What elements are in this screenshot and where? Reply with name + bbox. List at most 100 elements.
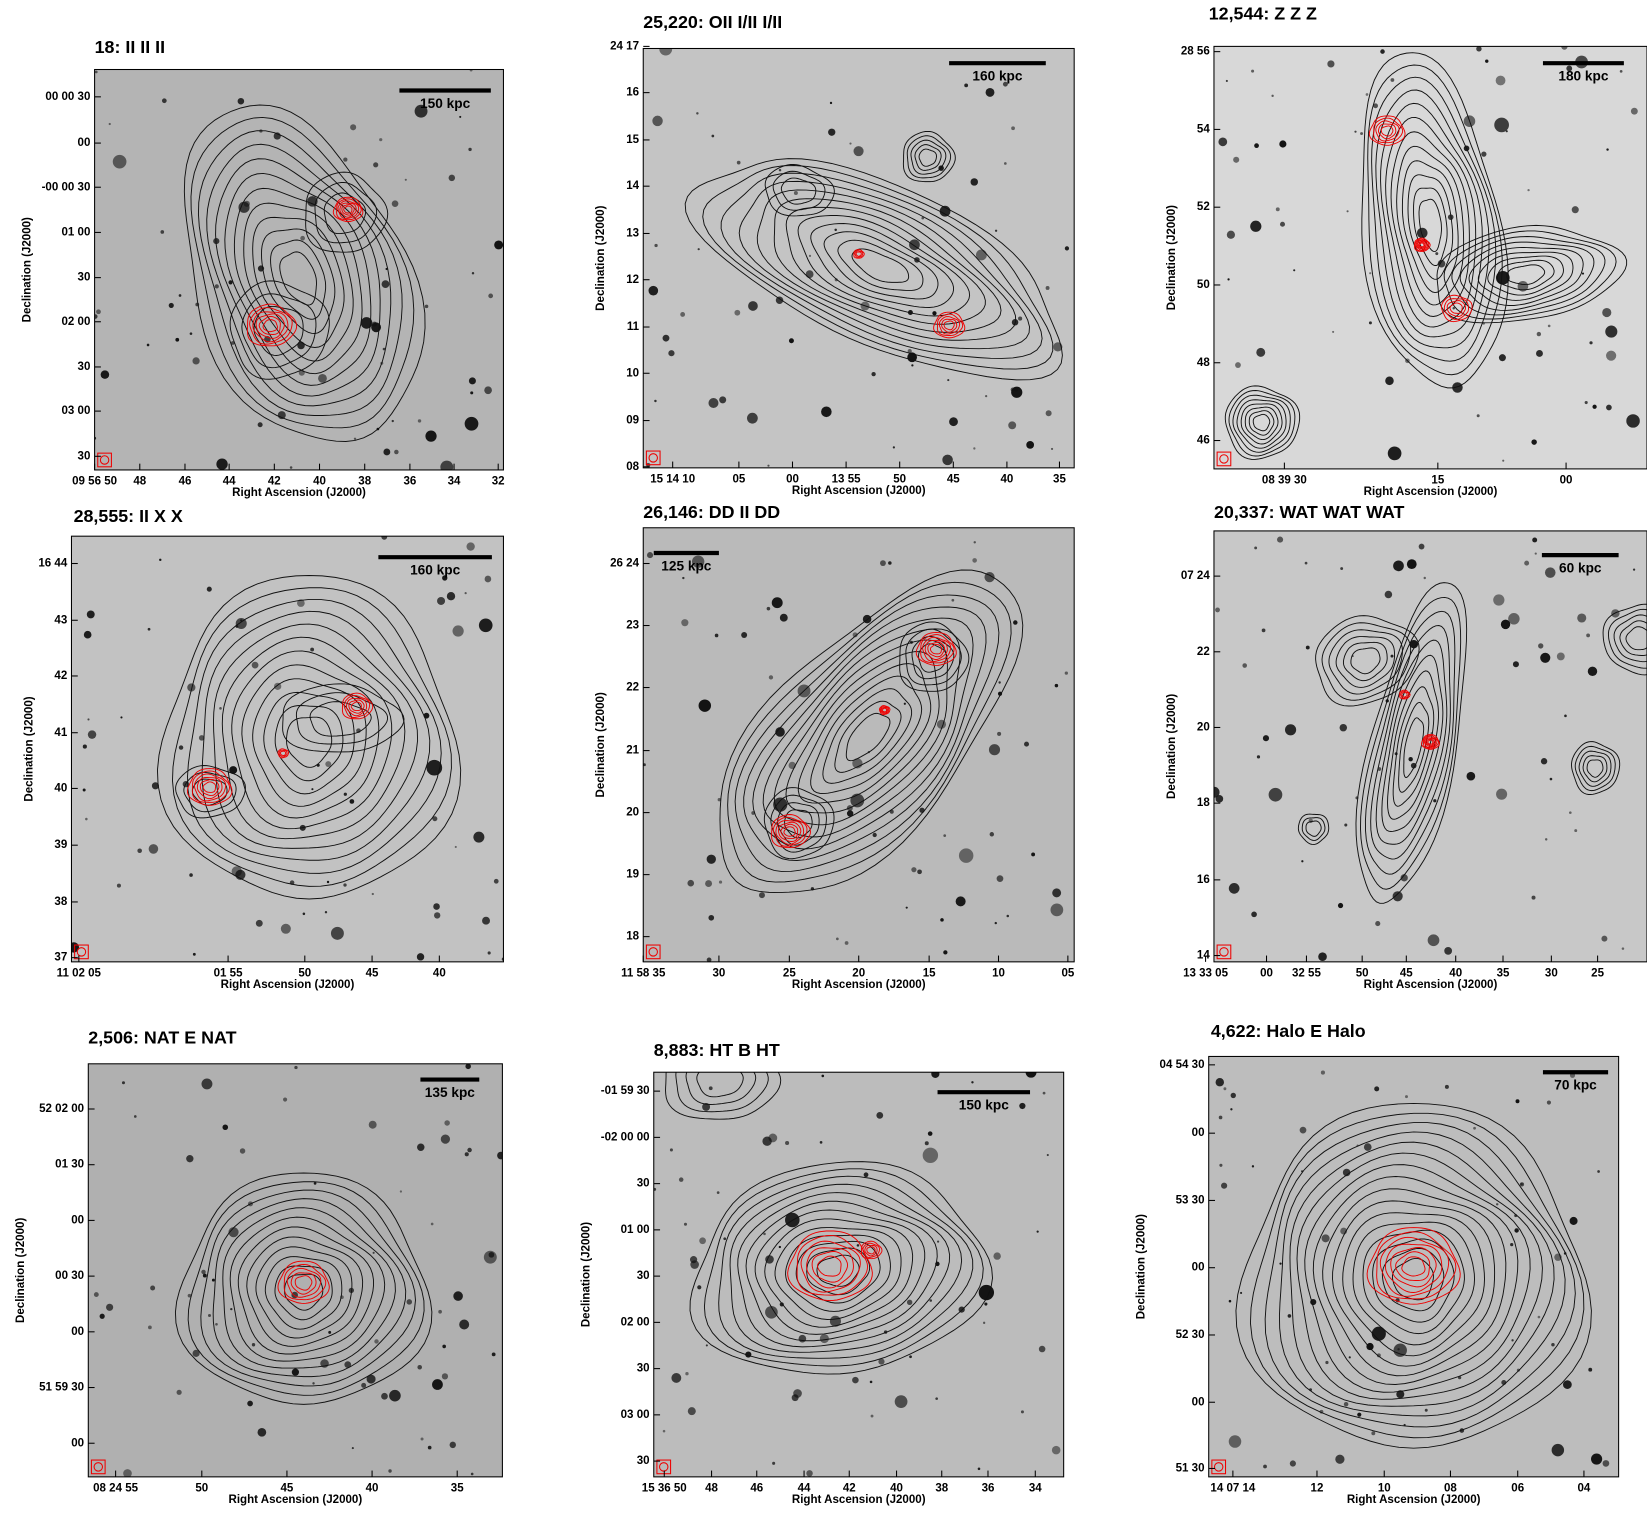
- radio-contour: [1355, 582, 1468, 904]
- y-tick-label: 08: [626, 461, 639, 473]
- red-contour: [1400, 690, 1409, 699]
- star: [391, 200, 399, 207]
- frame: [653, 1071, 1065, 1478]
- star: [909, 1355, 912, 1359]
- star: [759, 892, 765, 899]
- star: [121, 1081, 125, 1085]
- star: [1054, 683, 1059, 688]
- radio-contour: [172, 587, 452, 887]
- star: [459, 1319, 470, 1330]
- star: [470, 391, 474, 395]
- radio-contour: [1289, 1141, 1555, 1407]
- radio-contour: [797, 663, 932, 804]
- star: [440, 460, 454, 470]
- star: [187, 683, 196, 692]
- x-axis-label: Right Ascension (J2000): [1364, 979, 1498, 991]
- x-tick-label: 34: [448, 476, 461, 488]
- star: [1606, 404, 1612, 411]
- star: [383, 448, 391, 456]
- red-contour: [927, 641, 946, 658]
- star: [778, 1245, 781, 1249]
- star: [438, 1309, 442, 1314]
- x-tick-label: 40: [890, 1482, 903, 1494]
- red-contour: [262, 319, 278, 333]
- star: [108, 122, 111, 126]
- star: [828, 128, 836, 136]
- red-contour: [943, 320, 955, 331]
- x-tick-label: 04: [1578, 1482, 1591, 1494]
- star: [1374, 1086, 1380, 1092]
- star: [1561, 46, 1568, 50]
- star: [849, 142, 852, 145]
- y-tick-label: 22: [626, 682, 639, 694]
- red-contour: [1423, 735, 1439, 749]
- radio-contour: [685, 1072, 757, 1105]
- red-contour: [862, 1242, 880, 1258]
- radio-contour: [1371, 76, 1497, 362]
- star: [1008, 421, 1017, 430]
- x-tick-label: 08 24 55: [93, 1482, 139, 1494]
- x-axis-label: Right Ascension (J2000): [221, 979, 355, 991]
- radio-contour: [183, 771, 237, 813]
- star: [1581, 272, 1585, 275]
- beam-box: [90, 1459, 106, 1475]
- red-contour: [1417, 241, 1426, 249]
- radio-contour: [1451, 236, 1606, 316]
- star: [870, 1414, 874, 1418]
- radio-contour: [229, 280, 330, 380]
- star: [1556, 652, 1565, 661]
- radio-contour: [1312, 1176, 1519, 1385]
- star: [1318, 952, 1327, 962]
- star: [1045, 285, 1050, 290]
- y-tick-label: 48: [1197, 357, 1210, 369]
- x-tick-label: 13 55: [832, 473, 861, 485]
- radio-contour: [305, 171, 389, 253]
- red-contour: [1401, 692, 1408, 698]
- x-tick-label: 32 55: [1292, 967, 1321, 979]
- frame: [1213, 45, 1647, 470]
- radio-contour: [743, 606, 987, 862]
- star: [147, 627, 151, 631]
- y-tick-label: 18: [626, 931, 639, 943]
- radio-contour: [274, 705, 344, 782]
- red-contour: [341, 692, 374, 720]
- star: [863, 1172, 869, 1178]
- red-contour: [938, 316, 961, 335]
- star: [989, 832, 995, 837]
- radio-contour: [729, 1183, 963, 1353]
- radio-contour: [1436, 224, 1628, 324]
- star: [228, 1227, 239, 1238]
- star: [1235, 362, 1241, 368]
- star: [668, 350, 675, 357]
- y-tick-label: 24 17: [610, 40, 639, 52]
- radio-contour: [1403, 717, 1425, 778]
- radio-contour: [1235, 1102, 1592, 1449]
- red-contour: [258, 316, 281, 335]
- x-tick-label: 00: [1260, 967, 1273, 979]
- star: [1571, 206, 1579, 214]
- panel: 25,220: OII I/II I/II 160 kpc 24 17 16 15 14 1…: [595, 12, 1075, 497]
- star: [1271, 94, 1274, 98]
- star: [1045, 410, 1052, 417]
- radio-contour: [1361, 52, 1509, 389]
- star: [82, 788, 86, 792]
- x-tick-label: 48: [133, 476, 146, 488]
- star: [779, 613, 788, 622]
- star: [318, 374, 327, 383]
- star: [1018, 316, 1023, 321]
- star: [280, 923, 291, 934]
- star: [706, 957, 712, 962]
- star: [394, 449, 399, 455]
- star: [187, 1293, 192, 1298]
- y-tick-label: 00: [78, 137, 91, 149]
- star: [654, 399, 657, 403]
- star: [778, 168, 782, 172]
- radio-contour: [212, 1198, 407, 1378]
- star: [85, 817, 88, 821]
- radio-contour: [1252, 413, 1271, 432]
- y-tick-label: 00: [71, 1437, 84, 1449]
- star: [1250, 220, 1262, 232]
- star: [192, 1349, 200, 1357]
- y-tick-label: 16 44: [38, 558, 67, 570]
- radio-contour: [720, 172, 1043, 359]
